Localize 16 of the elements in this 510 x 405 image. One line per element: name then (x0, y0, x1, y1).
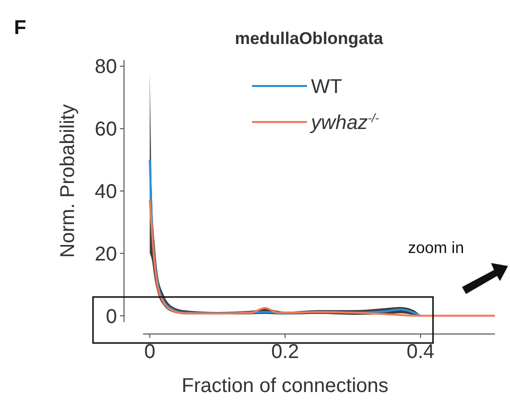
x-tick-label: 0.2 (271, 341, 300, 363)
y-axis-title: Norm. Probability (57, 104, 79, 258)
chart-title: medullaOblongata (234, 29, 384, 48)
legend-label: ywhaz$^{-/-}$ (309, 111, 380, 134)
y-tick-label: 0 (106, 306, 117, 328)
x-tick-label: 0 (144, 341, 156, 363)
y-tick-label: 40 (94, 181, 117, 203)
legend-label: WT (311, 76, 342, 98)
y-tick-label: 60 (94, 118, 117, 141)
y-tick-label: 80 (94, 56, 117, 78)
text: F (14, 17, 26, 39)
y-tick-label: 20 (94, 243, 117, 266)
line-series (148, 199, 496, 317)
x-tick-label: 0.4 (406, 341, 434, 363)
annotation: zoom in (408, 240, 464, 257)
x-axis-title: Fraction of connections (182, 375, 388, 397)
